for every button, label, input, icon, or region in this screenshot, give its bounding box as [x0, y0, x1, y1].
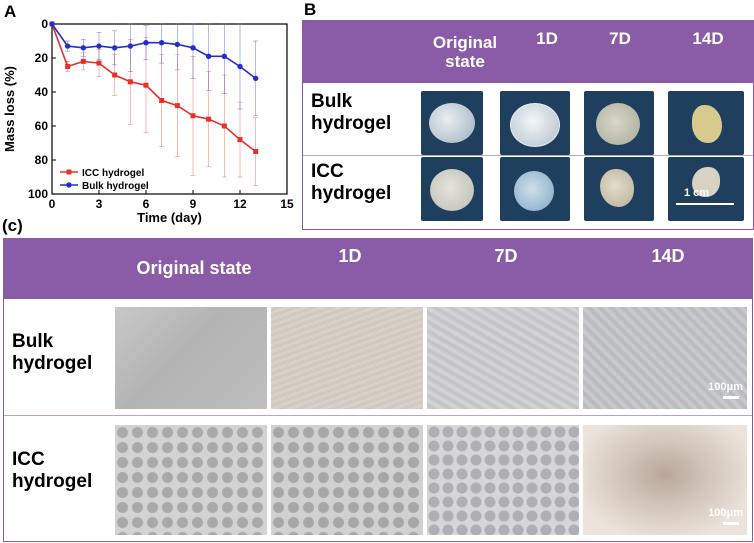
data-point	[158, 40, 165, 46]
y-tick-label: 100	[28, 187, 48, 201]
data-point	[143, 40, 149, 46]
b-photo-icc-14d: 1 cm	[668, 157, 744, 221]
plot-frame	[51, 23, 288, 195]
x-tick-label: 0	[49, 197, 56, 211]
data-point	[237, 63, 243, 70]
data-point	[252, 75, 259, 82]
data-point	[65, 64, 71, 69]
data-point	[206, 116, 212, 122]
data-point	[174, 41, 181, 48]
data-point	[190, 45, 196, 51]
y-tick-label: 60	[35, 119, 49, 133]
data-point	[221, 123, 227, 129]
data-point	[64, 43, 71, 49]
b-photo-icc-1d	[500, 157, 570, 221]
b-row-bulk: Bulk hydrogel	[311, 91, 392, 134]
c-micro-bulk-original	[115, 307, 267, 409]
b-col-14d: 14D	[692, 28, 724, 48]
b-photo-bulk-14d	[668, 91, 744, 155]
b-photo-icc-7d	[584, 157, 654, 221]
series-line	[51, 23, 257, 80]
c-micro-icc-14d: 100μm	[583, 425, 747, 535]
y-axis-label: Mass loss (%)	[2, 66, 17, 152]
b-row-icc: ICC hydrogel	[311, 161, 392, 204]
c-col-14d: 14D	[651, 246, 685, 267]
data-point	[112, 72, 118, 78]
x-tick-label: 9	[190, 197, 197, 211]
data-point	[253, 149, 259, 154]
x-axis-label: Time (day)	[137, 210, 202, 225]
legend-marker	[66, 169, 72, 175]
c-micro-icc-original	[115, 425, 267, 535]
c-scale-bar-icc	[723, 522, 739, 525]
x-tick-label: 6	[143, 197, 150, 211]
data-point	[49, 21, 55, 27]
c-micro-icc-1d	[271, 425, 423, 535]
c-col-1d: 1D	[338, 246, 362, 267]
series-1	[49, 21, 259, 117]
data-point	[80, 58, 86, 64]
series-line	[51, 23, 257, 153]
b-photo-icc-original	[421, 157, 483, 221]
data-point	[127, 43, 134, 49]
c-scale-label-bulk: 100μm	[708, 381, 743, 393]
x-tick-label: 12	[233, 197, 247, 211]
panel-a-label: A	[4, 2, 17, 21]
chart-series	[49, 21, 259, 186]
c-scale-bar-bulk	[723, 396, 739, 399]
b-col-1d: 1D	[536, 28, 558, 48]
legend-marker	[66, 182, 72, 188]
mass-loss-chart: 0 3 6 9 12 15 0 20 40 60 80 100 Time (day) Mass loss …	[2, 17, 294, 225]
panel-c-table: Original state 1D 7D 14D Bulk hydrogel I…	[3, 238, 753, 542]
x-tick-label: 3	[96, 197, 103, 211]
panel-b-label: B	[304, 0, 317, 19]
data-point	[237, 137, 243, 143]
data-point	[205, 53, 212, 59]
x-tick-label: 15	[280, 197, 294, 211]
c-scale-label-icc: 100μm	[708, 507, 743, 519]
y-tick-label: 40	[35, 85, 49, 99]
panel-c-header	[4, 239, 752, 299]
panel-c-label: (c)	[2, 216, 23, 235]
c-micro-icc-7d	[427, 425, 579, 535]
data-point	[143, 82, 149, 88]
c-row-bulk: Bulk hydrogel	[12, 331, 93, 374]
c-col-original: Original state	[136, 258, 252, 279]
c-micro-bulk-1d	[271, 307, 423, 409]
data-point	[174, 103, 180, 109]
b-col-original: Original state	[432, 33, 498, 71]
data-point	[111, 45, 118, 51]
y-tick-label: 20	[35, 51, 49, 65]
chart-axes: 0 3 6 9 12 15 0 20 40 60 80 100 Time (day) Mass loss …	[2, 17, 294, 225]
c-micro-bulk-14d: 100μm	[583, 307, 747, 409]
c-micro-bulk-7d	[427, 307, 579, 409]
data-point	[96, 60, 102, 66]
data-point	[159, 98, 165, 103]
b-photo-bulk-original	[421, 91, 483, 155]
b-scale-label: 1 cm	[684, 187, 710, 199]
panel-b-header	[303, 21, 753, 83]
b-photo-bulk-7d	[584, 91, 654, 155]
y-tick-label: 80	[35, 153, 49, 167]
b-row-divider	[303, 155, 753, 156]
c-row-icc: ICC hydrogel	[12, 449, 93, 492]
series-0	[49, 21, 259, 186]
b-scale-bar	[676, 203, 734, 205]
data-point	[80, 45, 87, 51]
legend-label: Bulk hydrogel	[82, 181, 149, 192]
c-col-7d: 7D	[494, 246, 518, 267]
y-tick-label: 0	[41, 17, 48, 31]
data-point	[190, 113, 196, 119]
data-point	[127, 79, 133, 85]
b-photo-bulk-1d	[500, 91, 570, 155]
chart-legend: ICC hydrogel Bulk hydrogel	[60, 168, 149, 192]
data-point	[96, 43, 102, 49]
b-col-7d: 7D	[609, 28, 631, 48]
panel-b-table: Original state 1D 7D 14D Bulk hydrogel I…	[302, 20, 754, 230]
data-point	[221, 53, 228, 59]
legend-label: ICC hydrogel	[82, 168, 144, 179]
c-row-divider	[4, 415, 752, 416]
